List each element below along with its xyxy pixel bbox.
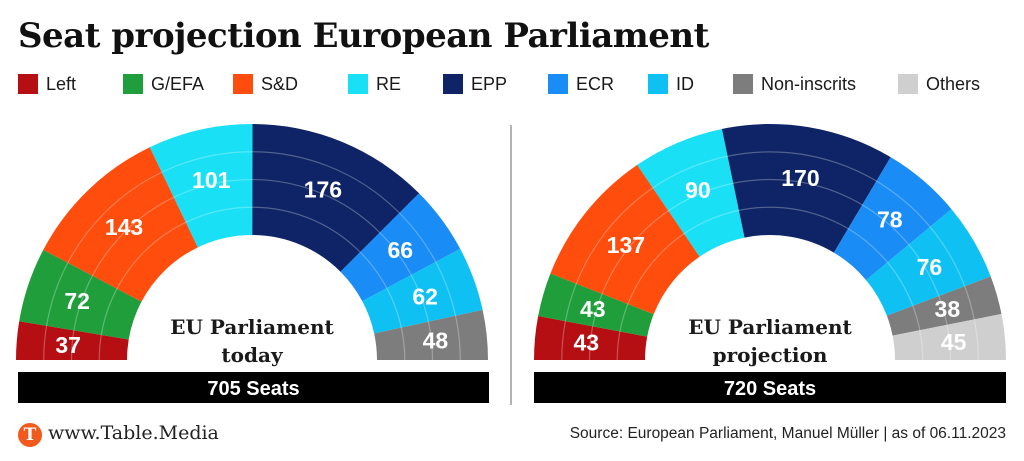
- legend-label: S&D: [261, 73, 299, 94]
- slice-epp: [252, 124, 420, 272]
- value-label: 37: [55, 332, 81, 358]
- value-label: 72: [64, 288, 90, 314]
- total-seats-label: 720 Seats: [724, 378, 816, 400]
- legend-item-re: RE: [348, 71, 401, 97]
- legend-swatch: [443, 74, 463, 94]
- total-seats-label: 705 Seats: [207, 378, 299, 400]
- legend-label: EPP: [471, 73, 508, 94]
- legend-item-id: ID: [648, 71, 694, 97]
- value-label: 101: [192, 167, 231, 193]
- value-label: 143: [105, 214, 143, 240]
- legend-label: Non-inscrits: [761, 73, 857, 94]
- slice-left: [534, 315, 648, 360]
- legend-swatch: [648, 74, 668, 94]
- total-seats-bar: [534, 372, 1006, 403]
- legend-swatch: [733, 74, 753, 94]
- slice-id: [866, 209, 991, 316]
- value-label: 43: [574, 330, 600, 356]
- legend-item-g-efa: G/EFA: [123, 71, 204, 97]
- slice-non-inscrits: [374, 309, 488, 360]
- chart-title: Seat projection European Parliament: [18, 16, 709, 56]
- slice-re: [637, 128, 745, 257]
- legend-swatch: [123, 74, 143, 94]
- value-label: 43: [580, 296, 606, 322]
- seat-row-ring: [43, 151, 461, 361]
- legend-label: ECR: [576, 73, 615, 94]
- table-media-logo-icon: T: [18, 423, 42, 447]
- slice-epp: [721, 124, 891, 253]
- legend-label: RE: [376, 73, 402, 94]
- center-label: projection: [713, 343, 828, 367]
- legend-item-epp: EPP: [443, 71, 507, 97]
- value-label: 48: [423, 327, 449, 353]
- slice-ecr: [833, 157, 952, 281]
- legend-label: Left: [46, 73, 77, 94]
- legend-swatch: [348, 74, 368, 94]
- slice-re: [149, 124, 253, 248]
- value-label: 176: [304, 177, 342, 203]
- legend-label: ID: [676, 73, 694, 94]
- legend-label: G/EFA: [151, 73, 205, 94]
- slice-left: [16, 321, 129, 360]
- legend-label: Others: [926, 73, 981, 94]
- value-label: 38: [935, 296, 961, 322]
- legend-item-non-inscrits: Non-inscrits: [733, 71, 856, 97]
- footer-website: www.Table.Media: [48, 422, 219, 444]
- center-label: EU Parliament: [170, 315, 334, 339]
- legend: Left G/EFA S&D RE EPP ECR ID Non-inscrits Others: [18, 71, 1018, 97]
- seat-row-ring: [98, 206, 406, 361]
- legend-item-ecr: ECR: [548, 71, 614, 97]
- slice-others: [892, 313, 1006, 360]
- legend-swatch: [548, 74, 568, 94]
- center-label: EU Parliament: [688, 315, 852, 339]
- legend-item-others: Others: [898, 71, 980, 97]
- value-label: 66: [387, 237, 413, 263]
- footer-source: Source: European Parliament, Manuel Müll…: [569, 425, 1006, 442]
- slice-ecr: [340, 193, 461, 302]
- seat-row-ring: [70, 178, 434, 361]
- value-label: 76: [917, 254, 943, 280]
- slice-g-efa: [538, 273, 654, 337]
- legend-swatch: [898, 74, 918, 94]
- total-seats-bar: [18, 372, 489, 403]
- seat-row-ring: [616, 206, 924, 361]
- slice-g-efa: [19, 249, 142, 340]
- value-label: 78: [877, 207, 903, 233]
- slice-id: [362, 248, 483, 334]
- value-label: 90: [685, 177, 711, 203]
- slice-s-d: [43, 147, 198, 302]
- slice-s-d: [550, 164, 700, 315]
- hemicycle-projection: 43 43 137 90 170 78 76 38 45 EU Parliament project…: [534, 124, 1006, 403]
- slice-non-inscrits: [886, 276, 1002, 336]
- seat-row-ring: [561, 151, 979, 361]
- value-label: 170: [781, 165, 819, 191]
- legend-item-left: Left: [18, 71, 76, 97]
- legend-item-s-d: S&D: [233, 71, 298, 97]
- value-label: 62: [412, 283, 438, 309]
- legend-swatch: [233, 74, 253, 94]
- center-label: today: [221, 343, 284, 367]
- value-label: 137: [607, 232, 645, 258]
- legend-swatch: [18, 74, 38, 94]
- value-label: 45: [941, 329, 967, 355]
- seat-row-ring: [588, 178, 952, 361]
- hemicycle-today: 37 72 143 101 176 66 62 48 EU Parliament today 705…: [16, 124, 489, 403]
